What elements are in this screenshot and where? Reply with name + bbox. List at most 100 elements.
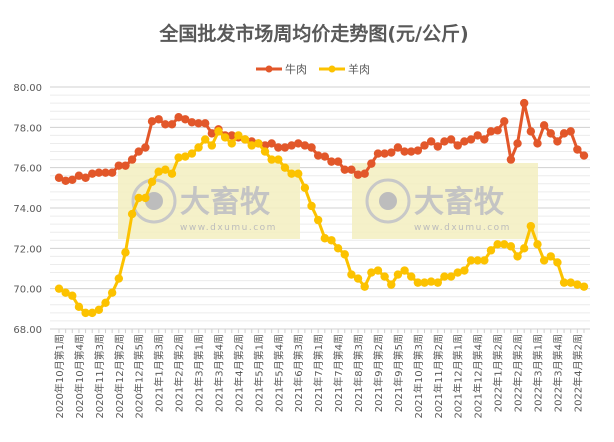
- x-tick-label: 2021年2月第2周: [173, 334, 186, 412]
- watermark-site: www.dxumu.com: [414, 223, 511, 233]
- data-point: [181, 152, 190, 161]
- data-point: [300, 183, 310, 193]
- data-point: [519, 244, 529, 253]
- series-beef: [54, 98, 589, 185]
- data-point: [453, 268, 462, 277]
- data-point: [393, 270, 403, 279]
- data-point: [280, 163, 290, 172]
- data-point: [433, 142, 442, 151]
- data-point: [187, 149, 197, 158]
- y-tick-label: 70.00: [13, 285, 42, 296]
- data-point: [194, 143, 203, 152]
- data-point: [393, 143, 403, 152]
- data-point: [201, 135, 210, 144]
- data-point: [559, 278, 569, 287]
- data-point: [486, 246, 496, 255]
- x-tick-label: 2021年4月第2周: [232, 334, 245, 412]
- watermark-logo-dot: [379, 192, 397, 210]
- data-point: [174, 153, 183, 162]
- data-point: [194, 119, 203, 128]
- y-tick-label: 76.00: [13, 164, 42, 175]
- data-point: [546, 129, 555, 138]
- x-tick-label: 2021年9月第2周: [372, 334, 385, 412]
- data-point: [101, 298, 110, 307]
- data-point: [187, 118, 197, 127]
- data-point: [566, 127, 575, 136]
- x-tick-label: 2020年10月第1周: [53, 334, 66, 419]
- data-point: [54, 173, 64, 182]
- data-point: [94, 305, 104, 315]
- x-tick-label: 2022年4月第2周: [571, 334, 584, 412]
- data-point: [68, 291, 77, 300]
- data-point: [480, 135, 489, 144]
- legend-label-mutton: 羊肉: [348, 62, 370, 76]
- data-point: [407, 147, 416, 156]
- y-tick-label: 72.00: [13, 244, 42, 255]
- data-point: [227, 139, 236, 148]
- y-tick-label: 68.00: [13, 325, 42, 336]
- data-point: [300, 141, 310, 150]
- data-point: [460, 266, 469, 275]
- data-point: [440, 272, 449, 281]
- data-point: [353, 274, 363, 283]
- data-point: [287, 141, 296, 150]
- x-tick-label: 2020年12月第5周: [133, 334, 146, 419]
- legend-item-beef[interactable]: 牛肉: [256, 62, 307, 76]
- data-point: [539, 256, 549, 265]
- data-point: [353, 170, 363, 179]
- data-point: [134, 147, 143, 156]
- data-point: [387, 280, 396, 289]
- x-tick-label: 2021年6月第3周: [292, 334, 305, 412]
- legend-item-mutton[interactable]: 羊肉: [319, 62, 370, 76]
- data-point: [413, 278, 423, 287]
- data-point: [539, 121, 549, 130]
- data-point: [234, 131, 243, 140]
- x-tick-label: 2021年1月第3周: [153, 334, 166, 412]
- data-point: [473, 131, 482, 140]
- data-point: [420, 141, 429, 150]
- x-tick-label: 2022年2月第2周: [512, 334, 525, 412]
- data-point: [466, 135, 476, 144]
- data-point: [214, 127, 223, 136]
- data-point: [280, 143, 290, 152]
- data-point: [500, 240, 509, 249]
- x-tick-label: 2020年12月第2周: [113, 334, 126, 419]
- data-point: [81, 308, 90, 318]
- data-point: [313, 215, 323, 225]
- data-point: [320, 234, 330, 243]
- data-point: [313, 151, 323, 160]
- data-point: [147, 177, 157, 186]
- data-point: [553, 137, 562, 146]
- data-point: [413, 146, 423, 155]
- legend-label-beef: 牛肉: [285, 62, 307, 76]
- x-tick-label: 2021年10月第3周: [412, 334, 425, 419]
- data-point: [493, 126, 502, 135]
- data-point: [460, 137, 469, 146]
- watermark-brand: 大畜牧: [414, 185, 505, 220]
- data-point: [161, 120, 170, 129]
- data-point: [347, 165, 356, 174]
- data-point: [579, 282, 589, 291]
- data-point: [559, 129, 569, 138]
- data-point: [161, 165, 170, 174]
- data-point: [373, 266, 383, 275]
- x-tick-label: 2021年8月第3周: [352, 334, 365, 412]
- watermark-logo-dot: [145, 192, 163, 210]
- data-point: [440, 137, 449, 146]
- data-point: [513, 252, 522, 261]
- data-point: [207, 129, 217, 138]
- data-point: [453, 141, 462, 150]
- data-point: [167, 169, 177, 178]
- data-point: [426, 277, 436, 286]
- data-point: [380, 272, 389, 281]
- x-tick-label: 2021年12月第1周: [452, 334, 465, 419]
- x-tick-label: 2021年3月第1周: [193, 334, 206, 412]
- data-point: [147, 117, 157, 126]
- data-point: [340, 250, 349, 259]
- data-point: [74, 171, 84, 180]
- data-point: [307, 143, 316, 152]
- data-point: [61, 176, 70, 185]
- data-point: [553, 258, 562, 267]
- data-point: [121, 161, 130, 170]
